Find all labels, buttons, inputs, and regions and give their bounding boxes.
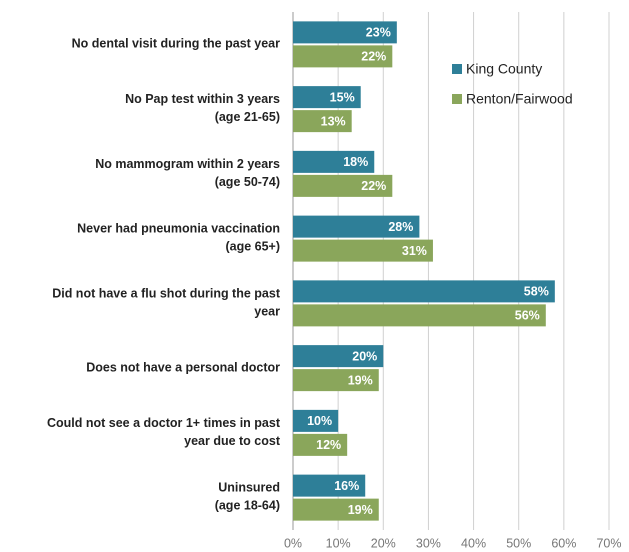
value-label: 10% — [307, 414, 332, 428]
category-label: Uninsured (age 18-64) — [215, 481, 280, 513]
value-label: 18% — [343, 155, 368, 169]
value-label: 13% — [321, 114, 346, 128]
x-tick-label: 70% — [596, 536, 621, 550]
category-label: No Pap test within 3 years (age 21-65) — [125, 92, 280, 124]
category-label: No dental visit during the past year — [72, 37, 281, 51]
bar — [293, 409, 339, 432]
bar — [293, 45, 393, 68]
legend-label: Renton/Fairwood — [466, 91, 573, 107]
bar — [293, 239, 433, 262]
category-label: Does not have a personal doctor — [86, 360, 280, 374]
bar — [293, 174, 393, 197]
bar — [293, 280, 555, 303]
legend-label: King County — [466, 61, 542, 77]
value-label: 12% — [316, 438, 341, 452]
x-tick-label: 20% — [371, 536, 396, 550]
bar — [293, 21, 397, 44]
value-label: 31% — [402, 244, 427, 258]
bar — [293, 110, 352, 133]
legend-swatch — [452, 94, 462, 104]
value-label: 58% — [524, 285, 549, 299]
x-tick-label: 30% — [416, 536, 441, 550]
value-label: 19% — [348, 503, 373, 517]
category-label: Never had pneumonia vaccination (age 65+) — [77, 222, 280, 254]
value-label: 56% — [515, 309, 540, 323]
bar — [293, 433, 348, 456]
bar — [293, 345, 384, 368]
bar — [293, 498, 379, 521]
bar — [293, 86, 361, 109]
value-label: 22% — [361, 179, 386, 193]
value-label: 28% — [388, 220, 413, 234]
value-label: 15% — [330, 90, 355, 104]
legend-swatch — [452, 64, 462, 74]
bar — [293, 150, 375, 173]
bar — [293, 474, 366, 497]
x-tick-label: 40% — [461, 536, 486, 550]
category-label: Could not see a doctor 1+ times in past y… — [47, 416, 281, 448]
value-label: 23% — [366, 26, 391, 40]
bar — [293, 369, 379, 392]
x-tick-label: 60% — [551, 536, 576, 550]
x-tick-label: 0% — [284, 536, 302, 550]
x-tick-label: 10% — [326, 536, 351, 550]
value-label: 22% — [361, 50, 386, 64]
bar — [293, 304, 546, 327]
x-tick-label: 50% — [506, 536, 531, 550]
category-label: Did not have a flu shot during the past y… — [52, 287, 281, 319]
bar — [293, 215, 420, 238]
value-label: 20% — [352, 349, 377, 363]
value-label: 16% — [334, 479, 359, 493]
value-label: 19% — [348, 373, 373, 387]
category-label: No mammogram within 2 years (age 50-74) — [95, 157, 280, 189]
